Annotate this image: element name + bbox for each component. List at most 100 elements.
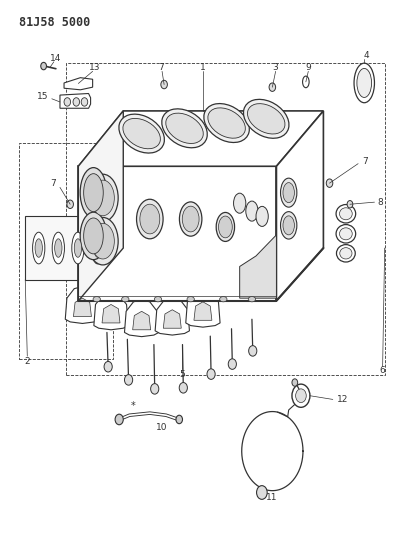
Ellipse shape [121,296,129,302]
Circle shape [179,383,187,393]
Polygon shape [64,78,93,90]
Polygon shape [25,216,100,280]
Ellipse shape [182,206,199,232]
Ellipse shape [280,178,296,207]
Ellipse shape [55,239,62,257]
Ellipse shape [94,239,101,257]
Text: 12: 12 [336,395,347,404]
Circle shape [325,179,332,188]
Ellipse shape [119,114,164,153]
Ellipse shape [71,232,84,264]
Text: 2: 2 [24,357,30,366]
Polygon shape [193,302,211,320]
Ellipse shape [87,174,118,222]
Circle shape [268,83,275,91]
Text: 8: 8 [377,198,382,207]
Ellipse shape [140,204,159,234]
Ellipse shape [245,201,257,221]
Text: 4: 4 [363,51,368,60]
Text: 15: 15 [37,92,48,101]
Ellipse shape [247,103,284,134]
Ellipse shape [339,248,351,259]
Polygon shape [60,93,90,108]
Ellipse shape [83,218,103,254]
Circle shape [40,62,46,70]
Circle shape [150,384,159,394]
Ellipse shape [91,180,114,216]
Ellipse shape [216,213,234,241]
Ellipse shape [282,216,294,235]
Circle shape [346,200,352,208]
Ellipse shape [165,113,203,143]
Ellipse shape [91,223,114,259]
Circle shape [104,361,112,372]
Polygon shape [185,290,220,327]
Circle shape [67,200,73,208]
Text: 3: 3 [272,62,278,71]
Polygon shape [78,166,276,301]
Ellipse shape [74,239,81,257]
Circle shape [291,384,309,407]
Ellipse shape [248,296,255,302]
Text: 14: 14 [50,54,62,63]
Ellipse shape [35,239,42,257]
Circle shape [176,415,182,424]
Ellipse shape [203,103,249,142]
Ellipse shape [33,232,45,264]
Polygon shape [78,111,323,166]
Text: 7: 7 [50,179,56,188]
Text: *: * [131,401,135,411]
Ellipse shape [187,296,194,302]
Text: 10: 10 [156,423,167,432]
Ellipse shape [161,109,207,148]
Polygon shape [94,293,128,330]
Ellipse shape [93,296,100,302]
Bar [19,142,113,359]
Polygon shape [163,310,181,328]
Ellipse shape [52,232,64,264]
Text: 9: 9 [305,62,311,71]
Text: 6: 6 [378,366,384,375]
Ellipse shape [255,206,268,227]
Polygon shape [155,298,189,335]
Circle shape [295,389,306,402]
Ellipse shape [83,174,103,212]
Ellipse shape [335,205,355,223]
Ellipse shape [207,108,245,138]
Ellipse shape [80,212,107,260]
Ellipse shape [339,208,351,220]
Ellipse shape [91,232,103,264]
Text: 1: 1 [199,62,205,71]
Ellipse shape [302,76,309,88]
Circle shape [81,98,88,106]
Ellipse shape [339,228,351,240]
Circle shape [228,359,236,369]
Ellipse shape [123,118,160,149]
Text: 7: 7 [158,62,164,71]
Ellipse shape [243,99,288,138]
Ellipse shape [356,68,371,98]
Ellipse shape [219,296,226,302]
Bar [66,63,384,375]
Text: 5: 5 [179,369,185,378]
Polygon shape [239,235,276,298]
Polygon shape [276,111,323,301]
Circle shape [124,375,132,385]
Ellipse shape [154,296,161,302]
Ellipse shape [179,202,202,236]
Ellipse shape [87,217,118,265]
Circle shape [291,379,297,386]
Ellipse shape [136,199,163,239]
Text: 7: 7 [361,157,367,166]
Circle shape [256,486,266,499]
Ellipse shape [233,193,245,213]
Ellipse shape [218,216,232,238]
Circle shape [73,98,79,106]
Ellipse shape [335,224,355,243]
Circle shape [161,80,167,89]
Polygon shape [124,300,159,337]
Circle shape [64,98,70,106]
Polygon shape [65,287,100,324]
Circle shape [206,369,215,379]
Ellipse shape [80,167,107,217]
